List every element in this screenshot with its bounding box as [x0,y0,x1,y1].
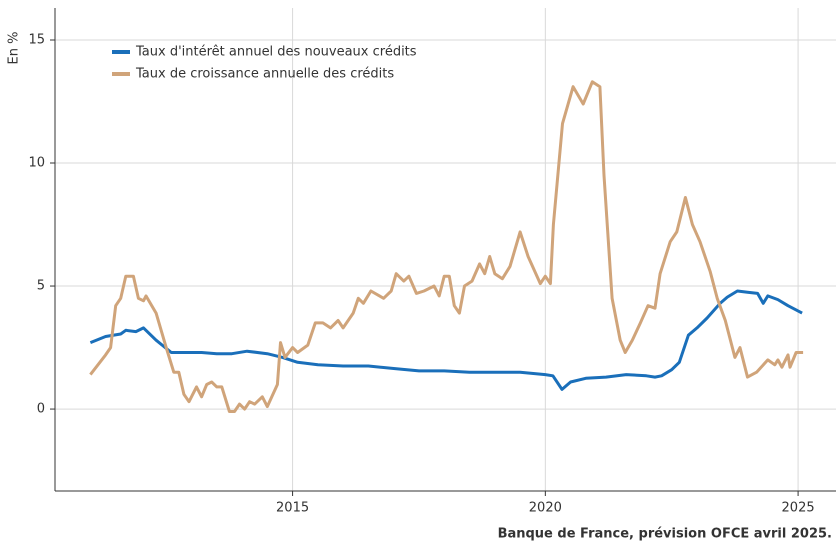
x-tick-label: 2025 [782,501,815,516]
x-tick-label: 2015 [276,501,309,516]
y-tick-label: 15 [28,32,45,47]
y-tick-label: 5 [37,279,45,294]
source: Banque de France, prévision OFCE avril 2… [498,527,832,542]
y-tick-label: 0 [37,402,45,417]
legend-label: Taux d'intérêt annuel des nouveaux crédi… [135,45,417,60]
series-line [89,289,803,391]
x-tick-label: 2020 [529,501,562,516]
legend-label: Taux de croissance annuelle des crédits [135,67,394,82]
y-tick-label: 10 [28,156,45,171]
series-line [89,80,804,413]
y-axis-label: En % [7,32,22,65]
